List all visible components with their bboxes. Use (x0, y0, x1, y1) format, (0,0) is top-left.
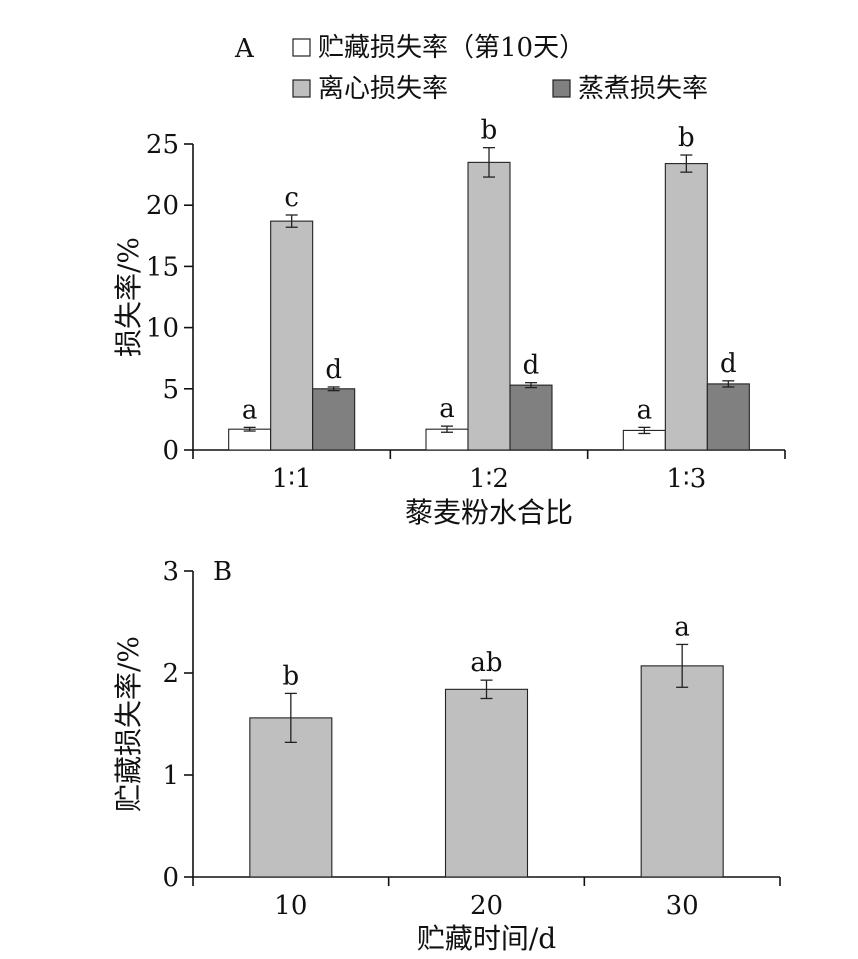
bar (270, 220, 314, 451)
bar (249, 717, 333, 878)
y-tick-label: 5 (162, 375, 179, 405)
x-axis-label: 藜麦粉水合比 (405, 496, 573, 529)
significance-letter: a (242, 395, 258, 425)
significance-letter: a (674, 612, 690, 642)
y-tick-label: 0 (162, 436, 179, 466)
significance-letter: ab (470, 648, 502, 678)
significance-letter: a (637, 395, 653, 425)
y-tick-label: 3 (162, 557, 179, 587)
x-tick-label: 1∶3 (666, 464, 706, 494)
y-tick-label: 20 (146, 191, 179, 221)
panel-label: A (234, 34, 255, 64)
significance-letter: a (439, 394, 455, 424)
panel-label: B (213, 557, 232, 587)
bar (509, 384, 553, 451)
bar (664, 163, 708, 451)
x-tick-label: 1∶1 (272, 464, 312, 494)
y-axis-label: 贮藏损失率/% (112, 636, 145, 812)
legend-label: 蒸煮损失率 (578, 74, 708, 104)
y-tick-label: 10 (146, 314, 179, 344)
legend-label: 离心损失率 (318, 74, 448, 104)
legend-swatch (292, 79, 311, 98)
significance-letter: b (481, 116, 498, 146)
y-axis-label: 损失率/% (112, 237, 145, 357)
x-axis-label: 贮藏时间/d (417, 922, 556, 955)
significance-letter: d (720, 349, 737, 379)
significance-letter: b (283, 661, 300, 691)
panel-b-chart: 0 1 2 3 10 20 30 b ab a 贮藏时间/d 贮藏损失率/% B (112, 557, 781, 955)
legend-swatch (552, 79, 571, 98)
bar (706, 383, 750, 451)
y-tick-label: 25 (146, 130, 179, 160)
x-tick-label: 20 (470, 891, 503, 921)
x-tick-label: 1∶2 (469, 464, 509, 494)
y-tick-label: 2 (162, 659, 179, 689)
bar (444, 688, 529, 878)
x-tick-label: 10 (274, 891, 307, 921)
bar (312, 388, 356, 451)
legend-swatch (292, 38, 311, 57)
significance-letter: d (325, 355, 342, 385)
y-tick-label: 15 (146, 252, 179, 282)
y-tick-label: 1 (162, 761, 179, 791)
significance-letter: d (523, 351, 540, 381)
significance-letter: b (678, 123, 695, 153)
significance-letter: c (284, 183, 299, 213)
bar (640, 665, 724, 878)
y-tick-label: 0 (162, 863, 179, 893)
bar (228, 428, 272, 451)
panel-a-chart: 0 5 10 15 20 25 1∶1 1∶2 1∶3 a a a c b b d d d 藜麦粉水合比 损失率/% A… (112, 33, 786, 529)
legend-label: 贮藏损失率（第10天） (318, 33, 585, 63)
bar (467, 161, 511, 451)
x-tick-label: 30 (666, 891, 699, 921)
